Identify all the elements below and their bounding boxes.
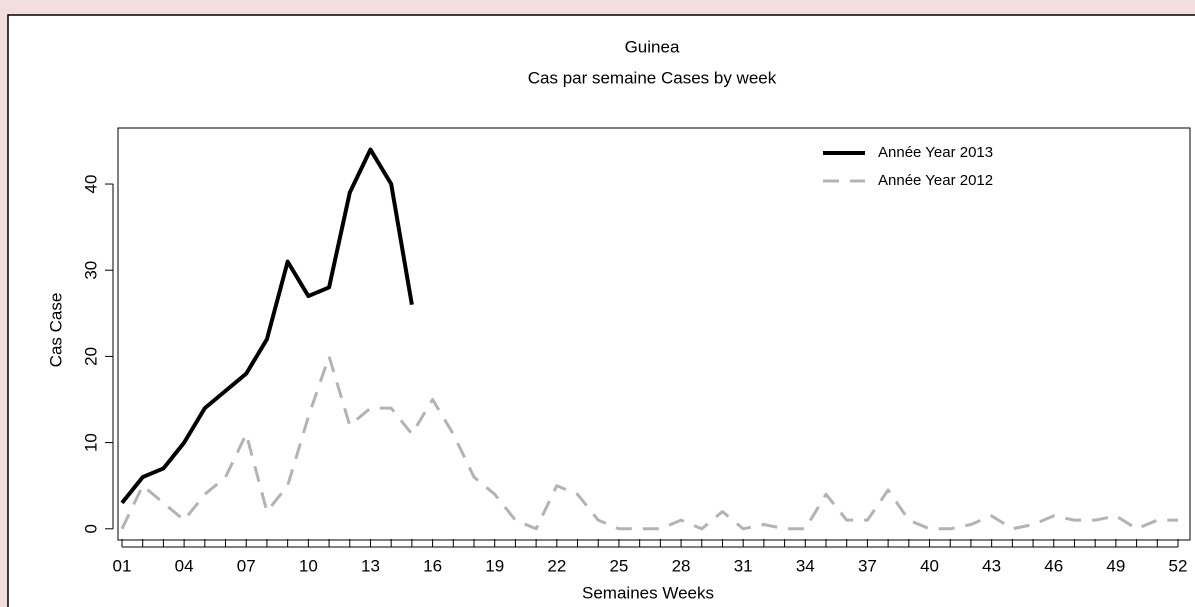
x-tick-label: 52 — [1169, 556, 1188, 575]
y-tick-label: 0 — [81, 524, 100, 533]
x-tick-label: 46 — [1044, 556, 1063, 575]
chart-title: Guinea — [625, 37, 680, 56]
x-tick-label: 37 — [858, 556, 877, 575]
x-tick-label: 10 — [299, 556, 318, 575]
plot-box — [117, 127, 1191, 541]
x-tick-label: 31 — [734, 556, 753, 575]
x-tick-label: 07 — [237, 556, 256, 575]
y-tick-label: 10 — [81, 433, 100, 452]
chart-subtitle: Cas par semaine Cases by week — [528, 68, 777, 87]
x-tick-label: 34 — [796, 556, 815, 575]
x-tick-label: 49 — [1106, 556, 1125, 575]
legend-label: Année Year 2013 — [878, 144, 993, 161]
x-tick-label: 13 — [361, 556, 380, 575]
series-line — [120, 354, 1178, 531]
x-tick-label: 04 — [175, 556, 194, 575]
y-axis-label: Cas Case — [46, 293, 65, 368]
x-tick-label: 43 — [982, 556, 1001, 575]
x-tick-label: 40 — [920, 556, 939, 575]
x-tick-label: 01 — [113, 556, 132, 575]
series-line — [120, 147, 414, 505]
panel — [7, 14, 1195, 607]
x-tick-label: 22 — [547, 556, 566, 575]
x-tick-label: 25 — [609, 556, 628, 575]
x-tick-label: 16 — [423, 556, 442, 575]
y-tick-label: 40 — [81, 175, 100, 194]
x-axis-label: Semaines Weeks — [582, 583, 714, 602]
y-tick-label: 30 — [81, 261, 100, 280]
x-tick-label: 19 — [485, 556, 504, 575]
y-tick-label: 20 — [81, 347, 100, 366]
legend-label: Année Year 2012 — [878, 172, 993, 189]
x-tick-label: 28 — [672, 556, 691, 575]
